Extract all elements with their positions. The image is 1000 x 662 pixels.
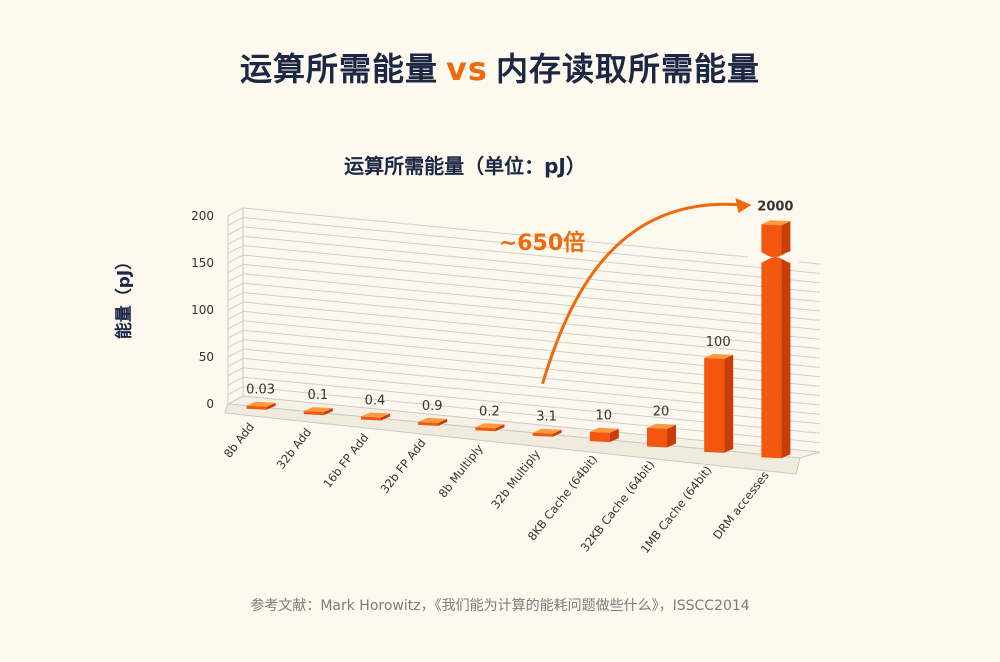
bar-top: [303, 407, 333, 413]
bar-top: [761, 220, 791, 226]
data-label: 0.2: [479, 404, 500, 419]
title-left: 运算所需能量: [240, 50, 439, 88]
y-tick-label: 0: [206, 397, 214, 411]
source-citation: 参考文献：Mark Horowitz，《我们能为计算的能耗问题做些什么》，ISS…: [250, 598, 750, 614]
bars-layer: [246, 220, 803, 459]
x-tick-label: 8KB Cache (64bit): [525, 452, 600, 543]
data-label: 0.4: [365, 394, 386, 409]
gridline: [227, 282, 821, 340]
y-tick-label: 150: [191, 256, 214, 270]
bar: [418, 421, 439, 426]
bar-top: [246, 401, 276, 407]
x-tick-label: 32b FP Add: [377, 436, 428, 496]
main-title: 运算所需能量 vs 内存读取所需能量: [0, 44, 1000, 90]
gridline: [227, 367, 821, 425]
bar: [761, 224, 782, 459]
gridline: [227, 386, 821, 444]
bar-side: [495, 424, 505, 432]
bar-side: [323, 408, 333, 416]
bar: [303, 411, 324, 416]
gridline: [227, 357, 821, 415]
bar: [475, 427, 496, 432]
bar-side: [552, 429, 562, 437]
gridline: [227, 348, 821, 406]
bar-side: [266, 402, 276, 410]
gridline: [227, 245, 821, 303]
arrow-head: [735, 198, 752, 213]
data-label: 100: [706, 335, 731, 350]
bar-side: [724, 354, 734, 453]
gridline: [227, 292, 821, 350]
data-label: 0.1: [307, 388, 328, 403]
title-vs: vs: [446, 50, 488, 88]
annotation-layer: ~650倍: [499, 198, 752, 385]
bar: [589, 431, 610, 443]
bar-top: [704, 353, 734, 359]
gridline: [227, 329, 821, 387]
gridline: [227, 376, 821, 434]
bar: [647, 427, 667, 448]
data-label: 2000: [757, 199, 793, 214]
data-label: 20: [653, 405, 670, 420]
bar-side: [667, 424, 676, 448]
title-right: 内存读取所需能量: [495, 50, 760, 88]
axis-break-mark: [747, 251, 803, 264]
y-tick-label: 50: [199, 350, 214, 364]
bar-top: [475, 423, 505, 429]
bar-top: [418, 417, 448, 423]
bar-top: [647, 423, 676, 429]
gridline: [227, 254, 821, 312]
bar: [361, 416, 381, 421]
bar: [704, 357, 725, 453]
data-label: 0.9: [422, 399, 443, 414]
x-tick-label: 32b Add: [274, 425, 314, 471]
gridline: [227, 310, 821, 368]
data-label: 10: [596, 409, 613, 424]
gridline: [227, 339, 821, 397]
annotation-text: ~650倍: [499, 230, 585, 256]
bar-side: [438, 418, 448, 426]
y-tick-label: 100: [191, 303, 214, 317]
x-tick-label: 8b Multiply: [436, 441, 486, 500]
bar-top: [361, 412, 390, 418]
gridline: [227, 263, 821, 321]
data-label: 0.03: [246, 383, 275, 398]
gridline: [227, 320, 821, 378]
bar: [246, 405, 267, 410]
gridline: [227, 216, 821, 274]
annotation-arrow: [541, 202, 744, 385]
gridline: [227, 301, 821, 359]
bar-side: [609, 428, 619, 443]
bar: [532, 432, 553, 437]
x-tick-label: 8b Add: [221, 420, 257, 461]
bar-top: [589, 427, 619, 433]
data-label: 3.1: [536, 410, 557, 425]
x-tick-label: 1MB Cache (64bit): [638, 463, 715, 556]
bar-top: [532, 428, 562, 434]
bar-side: [381, 413, 390, 421]
chart-title: 运算所需能量（单位：pJ）: [344, 154, 586, 178]
bar-side: [781, 221, 791, 459]
gridline: [227, 207, 821, 265]
gridline: [227, 273, 821, 331]
x-tick-label: 32b Multiply: [488, 447, 543, 512]
gridline: [227, 235, 821, 293]
x-tick-label: DRM accesses: [710, 469, 772, 542]
y-tick-label: 200: [191, 209, 214, 223]
gridline: [227, 226, 821, 284]
x-tick-label: 16b FP Add: [320, 431, 371, 491]
